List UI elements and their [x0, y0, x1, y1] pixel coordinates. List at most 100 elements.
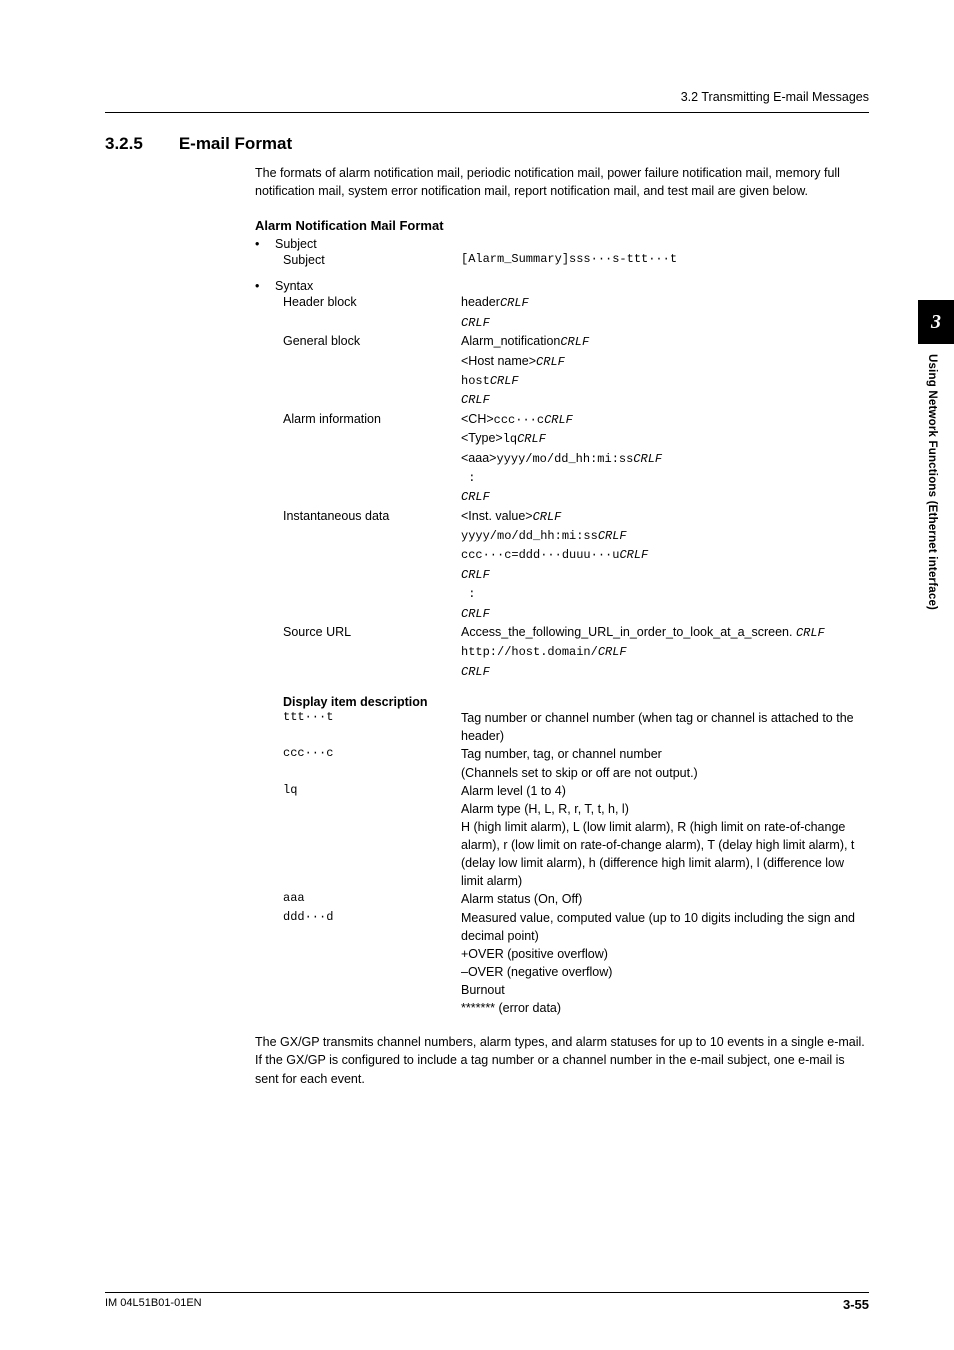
syntax-key	[283, 449, 461, 468]
syntax-key	[283, 642, 461, 661]
syntax-value: yyyy/mo/dd_hh:mi:ssCRLF	[461, 526, 869, 545]
desc-key: ddd···d	[283, 909, 461, 1018]
desc-row: aaaAlarm status (On, Off)	[283, 890, 869, 908]
subject-value: [Alarm_Summary]sss···s-ttt···t	[461, 251, 869, 269]
syntax-row: <Host name>CRLF	[283, 352, 869, 371]
bullet-icon: •	[255, 237, 265, 251]
syntax-value: CRLF	[461, 487, 869, 506]
syntax-value: ccc···c=ddd···duuu···uCRLF	[461, 545, 869, 564]
section-heading: 3.2.5 E-mail Format	[105, 134, 869, 154]
syntax-key	[283, 526, 461, 545]
desc-key: ccc···c	[283, 745, 461, 781]
syntax-key: General block	[283, 332, 461, 351]
syntax-key	[283, 468, 461, 487]
syntax-key	[283, 604, 461, 623]
page-footer: IM 04L51B01-01EN 3-55	[105, 1292, 869, 1312]
bullet-label: Subject	[275, 237, 317, 251]
syntax-key	[283, 545, 461, 564]
desc-value: Alarm status (On, Off)	[461, 890, 869, 908]
syntax-row: hostCRLF	[283, 371, 869, 390]
subject-key: Subject	[283, 251, 461, 269]
syntax-key	[283, 352, 461, 371]
syntax-key: Alarm information	[283, 410, 461, 429]
side-tab: 3 Using Network Functions (Ethernet inte…	[918, 300, 954, 610]
outro-paragraph: The GX/GP transmits channel numbers, ala…	[255, 1033, 869, 1087]
syntax-key	[283, 565, 461, 584]
syntax-row: General blockAlarm_notificationCRLF	[283, 332, 869, 351]
syntax-value: Alarm_notificationCRLF	[461, 332, 869, 351]
desc-key: ttt···t	[283, 709, 461, 745]
desc-key: lq	[283, 782, 461, 891]
footer-left: IM 04L51B01-01EN	[105, 1297, 202, 1312]
syntax-value: Access_the_following_URL_in_order_to_loo…	[461, 623, 869, 642]
desc-row: ccc···cTag number, tag, or channel numbe…	[283, 745, 869, 781]
syntax-row: http://host.domain/CRLF	[283, 642, 869, 661]
desc-row: ttt···tTag number or channel number (whe…	[283, 709, 869, 745]
syntax-value: http://host.domain/CRLF	[461, 642, 869, 661]
chapter-tab-number: 3	[918, 300, 954, 344]
syntax-row: :	[283, 584, 869, 603]
syntax-key	[283, 390, 461, 409]
syntax-value: CRLF	[461, 565, 869, 584]
syntax-row: Alarm information<CH>ccc···cCRLF	[283, 410, 869, 429]
syntax-value: <Type>lqCRLF	[461, 429, 869, 448]
syntax-row: <aaa>yyyy/mo/dd_hh:mi:ssCRLF	[283, 449, 869, 468]
chapter-tab-text: Using Network Functions (Ethernet interf…	[926, 354, 938, 610]
syntax-row: Source URLAccess_the_following_URL_in_or…	[283, 623, 869, 642]
syntax-row: CRLF	[283, 604, 869, 623]
syntax-value: CRLF	[461, 604, 869, 623]
running-head: 3.2 Transmitting E-mail Messages	[681, 90, 869, 104]
section-number: 3.2.5	[105, 134, 143, 154]
syntax-value: headerCRLF	[461, 293, 869, 312]
syntax-value: <aaa>yyyy/mo/dd_hh:mi:ssCRLF	[461, 449, 869, 468]
syntax-key	[283, 313, 461, 332]
desc-key: aaa	[283, 890, 461, 908]
syntax-value: <CH>ccc···cCRLF	[461, 410, 869, 429]
bullet-subject: • Subject Subject [Alarm_Summary]sss···s…	[255, 237, 869, 269]
desc-value: Tag number or channel number (when tag o…	[461, 709, 869, 745]
footer-right: 3-55	[843, 1297, 869, 1312]
syntax-value: :	[461, 468, 869, 487]
desc-heading: Display item description	[283, 695, 869, 709]
header-rule	[105, 112, 869, 113]
desc-value: Tag number, tag, or channel number (Chan…	[461, 745, 869, 781]
syntax-key	[283, 371, 461, 390]
footer-rule	[105, 1292, 869, 1293]
desc-row: ddd···dMeasured value, computed value (u…	[283, 909, 869, 1018]
syntax-row: Instantaneous data<Inst. value>CRLF	[283, 507, 869, 526]
syntax-key: Source URL	[283, 623, 461, 642]
syntax-value: <Host name>CRLF	[461, 352, 869, 371]
bullet-label: Syntax	[275, 279, 313, 293]
syntax-key: Header block	[283, 293, 461, 312]
syntax-value: hostCRLF	[461, 371, 869, 390]
syntax-row: ccc···c=ddd···duuu···uCRLF	[283, 545, 869, 564]
syntax-row: yyyy/mo/dd_hh:mi:ssCRLF	[283, 526, 869, 545]
syntax-value: <Inst. value>CRLF	[461, 507, 869, 526]
bullet-icon: •	[255, 279, 265, 293]
syntax-row: :	[283, 468, 869, 487]
syntax-row: CRLF	[283, 313, 869, 332]
syntax-key	[283, 429, 461, 448]
syntax-key	[283, 487, 461, 506]
syntax-row: <Type>lqCRLF	[283, 429, 869, 448]
syntax-key	[283, 584, 461, 603]
syntax-value: CRLF	[461, 662, 869, 681]
syntax-value: :	[461, 584, 869, 603]
desc-value: Alarm level (1 to 4) Alarm type (H, L, R…	[461, 782, 869, 891]
intro-paragraph: The formats of alarm notification mail, …	[255, 164, 869, 200]
syntax-row: CRLF	[283, 390, 869, 409]
syntax-value: CRLF	[461, 390, 869, 409]
syntax-row: CRLF	[283, 565, 869, 584]
desc-value: Measured value, computed value (up to 10…	[461, 909, 869, 1018]
syntax-value: CRLF	[461, 313, 869, 332]
page: 3.2 Transmitting E-mail Messages 3.2.5 E…	[0, 0, 954, 1350]
display-item-desc: Display item description ttt···tTag numb…	[255, 695, 869, 1017]
syntax-row: CRLF	[283, 662, 869, 681]
desc-row: lqAlarm level (1 to 4) Alarm type (H, L,…	[283, 782, 869, 891]
syntax-key	[283, 662, 461, 681]
bullet-syntax: • Syntax Header blockheaderCRLFCRLFGener…	[255, 279, 869, 681]
sub-heading: Alarm Notification Mail Format	[255, 218, 869, 233]
syntax-row: Header blockheaderCRLF	[283, 293, 869, 312]
section-title: E-mail Format	[179, 134, 292, 154]
syntax-row: CRLF	[283, 487, 869, 506]
